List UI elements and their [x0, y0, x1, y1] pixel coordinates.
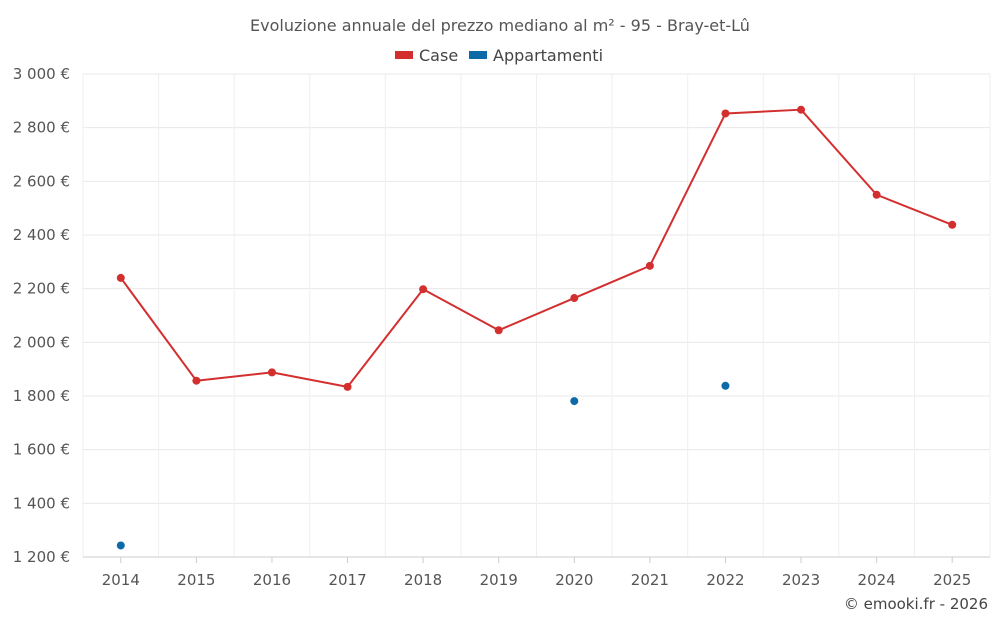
data-point-appartamenti-2022[interactable]	[721, 381, 730, 390]
x-tick-label: 2020	[555, 571, 593, 589]
x-tick-label: 2015	[177, 571, 215, 589]
data-point-case-2016[interactable]	[267, 368, 276, 377]
series-line-segment-case	[346, 288, 425, 388]
series-line-segment-case	[724, 108, 803, 115]
y-tick-label: 1 600 €	[13, 441, 70, 459]
credit-text: © emooki.fr - 2026	[844, 595, 988, 613]
y-tick-label: 3 000 €	[13, 65, 70, 83]
x-axis: 2014 2015 2016 2017 2018 2019 2020 2021 2022 2023…	[83, 556, 990, 589]
x-tick-label: 2021	[631, 571, 669, 589]
legend-item-appartamenti[interactable]: Appartamenti	[469, 46, 603, 65]
data-point-appartamenti-2014[interactable]	[116, 541, 125, 550]
chart-title: Evoluzione annuale del prezzo mediano al…	[250, 16, 750, 35]
y-axis: 1 200 € 1 400 € 1 600 € 1 800 € 2 000 € 2 200…	[13, 65, 70, 566]
legend-item-case[interactable]: Case	[395, 46, 458, 65]
y-tick-label: 1 200 €	[13, 548, 70, 566]
series-line-segment-case	[648, 112, 727, 267]
y-tick-label: 2 000 €	[13, 333, 70, 351]
data-point-case-2017[interactable]	[343, 382, 352, 391]
legend: Case Appartamenti	[395, 46, 603, 65]
x-tick-label: 2023	[782, 571, 820, 589]
data-point-appartamenti-2020[interactable]	[570, 397, 579, 406]
y-tick-label: 1 800 €	[13, 387, 70, 405]
series-line-segment-case	[875, 193, 954, 226]
y-tick-label: 2 400 €	[13, 226, 70, 244]
x-tick-label: 2016	[253, 571, 291, 589]
series-line-segment-case	[422, 288, 500, 332]
series-case	[116, 105, 957, 391]
series-line-segment-case	[119, 276, 198, 382]
x-tick-label: 2024	[858, 571, 896, 589]
series-line-segment-case	[270, 371, 349, 388]
series-line-segment-case	[800, 108, 878, 196]
legend-label-appartamenti: Appartamenti	[493, 46, 603, 65]
y-tick-label: 2 600 €	[13, 172, 70, 190]
series-line-segment-case	[497, 297, 576, 332]
data-point-case-2021[interactable]	[645, 261, 654, 270]
data-point-case-2023[interactable]	[797, 105, 806, 114]
series-line-segment-case	[573, 264, 651, 300]
y-tick-label: 2 800 €	[13, 119, 70, 137]
legend-swatch-appartamenti	[469, 51, 487, 59]
series-line-segment-case	[195, 371, 273, 382]
x-tick-label: 2025	[933, 571, 971, 589]
x-tick-label: 2014	[102, 571, 140, 589]
grid	[82, 73, 991, 558]
data-point-case-2019[interactable]	[494, 326, 503, 335]
series-layer	[116, 105, 957, 550]
x-tick-label: 2022	[706, 571, 744, 589]
data-point-case-2014[interactable]	[116, 273, 125, 282]
x-tick-label: 2018	[404, 571, 442, 589]
data-point-case-2022[interactable]	[721, 109, 730, 118]
legend-label-case: Case	[419, 46, 458, 65]
x-tick-label: 2019	[480, 571, 518, 589]
data-point-case-2018[interactable]	[419, 285, 428, 294]
data-point-case-2020[interactable]	[570, 294, 579, 303]
data-point-case-2025[interactable]	[948, 220, 957, 229]
y-tick-label: 1 400 €	[13, 494, 70, 512]
y-tick-label: 2 200 €	[13, 280, 70, 298]
x-tick-label: 2017	[328, 571, 366, 589]
data-point-case-2024[interactable]	[872, 190, 881, 199]
data-point-case-2015[interactable]	[192, 376, 201, 385]
series-appartamenti	[116, 381, 730, 550]
legend-swatch-case	[395, 51, 413, 59]
